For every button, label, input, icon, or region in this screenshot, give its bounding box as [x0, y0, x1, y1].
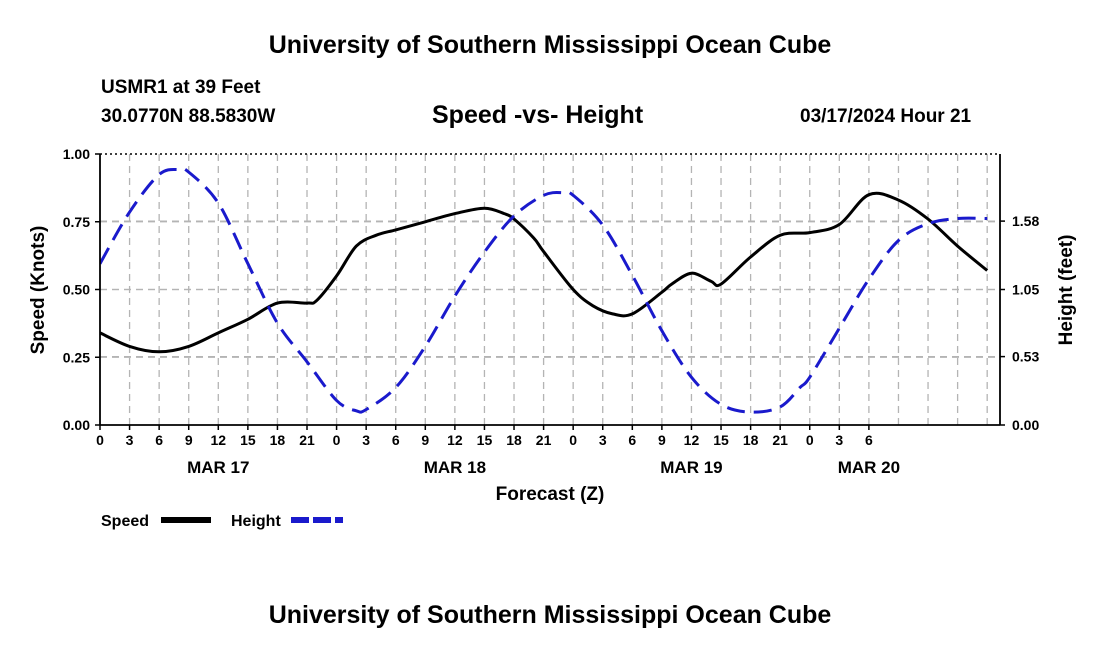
y-left-tick-label: 0.75	[63, 214, 90, 230]
x-tick-label: 0	[569, 432, 577, 448]
date-label: MAR 18	[424, 458, 486, 477]
x-tick-label: 9	[658, 432, 666, 448]
x-tick-label: 21	[772, 432, 788, 448]
x-tick-label: 12	[447, 432, 463, 448]
x-tick-label: 3	[599, 432, 607, 448]
x-tick-label: 6	[628, 432, 636, 448]
x-tick-label: 6	[155, 432, 163, 448]
x-tick-label: 12	[684, 432, 700, 448]
forecast-datetime: 03/17/2024 Hour 21	[800, 106, 972, 127]
x-tick-label: 3	[362, 432, 370, 448]
x-tick-label: 21	[299, 432, 315, 448]
footer-title: University of Southern Mississippi Ocean…	[268, 601, 832, 629]
chart-subtitle: Speed -vs- Height	[432, 101, 644, 129]
date-label: MAR 20	[838, 458, 900, 477]
y-left-axis-label: Speed (Knots)	[28, 226, 49, 355]
x-tick-label: 3	[126, 432, 134, 448]
y-right-tick-label: 1.05	[1012, 282, 1039, 298]
y-right-tick-label: 0.00	[1012, 417, 1039, 433]
station-label: USMR1 at 39 Feet	[101, 77, 261, 98]
legend-label-speed: Speed	[101, 513, 149, 530]
y-left-tick-label: 1.00	[63, 146, 90, 162]
x-tick-label: 0	[96, 432, 104, 448]
x-axis-label: Forecast (Z)	[496, 484, 605, 505]
y-right-tick-label: 0.53	[1012, 349, 1039, 365]
x-tick-label: 0	[333, 432, 341, 448]
x-tick-label: 18	[743, 432, 759, 448]
x-tick-label: 3	[835, 432, 843, 448]
x-tick-label: 21	[536, 432, 552, 448]
x-tick-label: 9	[421, 432, 429, 448]
x-tick-label: 6	[392, 432, 400, 448]
height-series-line	[100, 167, 988, 414]
x-tick-label: 18	[270, 432, 286, 448]
speed-series-line	[100, 191, 989, 354]
y-left-tick-label: 0.00	[63, 417, 90, 433]
page-title: University of Southern Mississippi Ocean…	[268, 31, 832, 59]
y-right-axis-label: Height (feet)	[1056, 235, 1077, 346]
x-tick-label: 6	[865, 432, 873, 448]
y-right-tick-label: 1.58	[1012, 213, 1039, 229]
x-tick-label: 15	[713, 432, 729, 448]
legend-label-height: Height	[231, 513, 281, 530]
coordinates-label: 30.0770N 88.5830W	[101, 106, 276, 127]
y-left-tick-label: 0.25	[63, 349, 90, 365]
x-tick-label: 12	[211, 432, 227, 448]
x-tick-label: 15	[477, 432, 493, 448]
y-left-tick-label: 0.50	[63, 282, 90, 298]
x-tick-label: 15	[240, 432, 256, 448]
x-tick-label: 9	[185, 432, 193, 448]
x-tick-label: 18	[506, 432, 522, 448]
date-label: MAR 19	[660, 458, 722, 477]
date-label: MAR 17	[187, 458, 249, 477]
x-tick-label: 0	[806, 432, 814, 448]
